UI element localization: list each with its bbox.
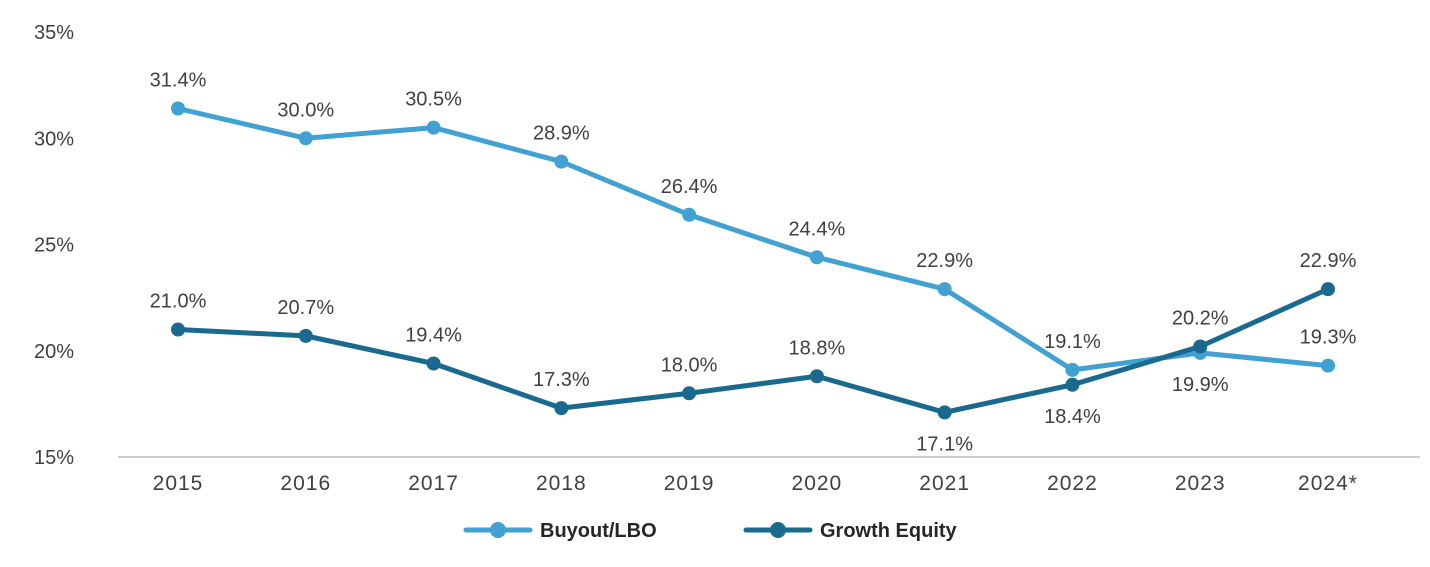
data-point — [937, 405, 952, 420]
data-label: 19.9% — [1172, 374, 1229, 396]
x-tick-label: 2020 — [792, 472, 843, 495]
series-buyout-lbo: 31.4% 30.0% 30.5% 28.9% 26.4% 24.4% 22.9% 19.1%… — [150, 70, 1357, 396]
y-tick-label: 30% — [34, 128, 74, 150]
data-point — [426, 356, 441, 371]
data-label: 30.0% — [277, 99, 334, 121]
x-tick-label: 2023 — [1175, 472, 1226, 495]
x-tick-label: 2024* — [1298, 472, 1358, 495]
data-point — [809, 250, 824, 265]
legend-item: Growth Equity — [743, 520, 958, 542]
data-point — [171, 101, 185, 116]
data-label: 19.3% — [1300, 327, 1357, 349]
series-line — [175, 286, 1331, 415]
data-point — [1321, 358, 1335, 373]
data-point — [1321, 282, 1335, 297]
data-point — [171, 322, 185, 337]
legend-item: Buyout/LBO — [463, 520, 657, 542]
data-label: 24.4% — [789, 218, 846, 240]
legend-swatch-marker — [490, 522, 506, 538]
data-point — [554, 401, 569, 416]
x-tick-label: 2015 — [153, 472, 204, 495]
data-point — [937, 282, 952, 297]
data-point — [554, 154, 569, 169]
data-point — [682, 207, 697, 222]
x-tick-label: 2021 — [919, 472, 970, 495]
y-axis: 15% 20% 25% 30% 35% — [34, 22, 74, 469]
data-label: 17.1% — [916, 433, 973, 455]
data-point — [1065, 362, 1080, 377]
data-label: 18.4% — [1044, 406, 1101, 428]
y-tick-label: 25% — [34, 235, 74, 257]
y-tick-label: 35% — [34, 22, 74, 44]
data-label: 17.3% — [533, 369, 590, 391]
data-label: 28.9% — [533, 123, 590, 145]
data-label: 20.7% — [277, 297, 334, 319]
data-label: 19.4% — [405, 325, 462, 347]
data-label: 22.9% — [1300, 250, 1357, 272]
series-layer: 31.4% 30.0% 30.5% 28.9% 26.4% 24.4% 22.9% 19.1%… — [150, 70, 1357, 456]
x-tick-label: 2016 — [280, 472, 331, 495]
data-label: 22.9% — [916, 250, 973, 272]
data-point — [682, 386, 697, 401]
legend: Buyout/LBO Growth Equity — [463, 520, 958, 542]
data-point — [298, 328, 313, 343]
series-growth-equity: 21.0% 20.7% 19.4% 17.3% 18.0% 18.8% 17.1% 18.4%… — [150, 250, 1357, 455]
data-point — [426, 120, 441, 135]
y-tick-label: 15% — [34, 447, 74, 469]
data-label: 18.8% — [789, 337, 846, 359]
x-tick-label: 2022 — [1047, 472, 1098, 495]
data-label: 19.1% — [1044, 331, 1101, 353]
series-line — [175, 106, 1331, 373]
x-tick-label: 2017 — [408, 472, 459, 495]
y-tick-label: 20% — [34, 341, 74, 363]
x-axis: 2015 2016 2017 2018 2019 2020 2021 2022 2023 2024… — [118, 456, 1420, 495]
data-point — [809, 369, 824, 384]
x-tick-label: 2019 — [664, 472, 715, 495]
data-label: 31.4% — [150, 70, 207, 92]
legend-label: Buyout/LBO — [540, 520, 657, 542]
data-label: 21.0% — [150, 291, 207, 313]
data-label: 30.5% — [405, 89, 462, 111]
x-tick-label: 2018 — [536, 472, 587, 495]
data-point — [298, 131, 313, 146]
legend-label: Growth Equity — [820, 520, 958, 542]
data-point — [1065, 377, 1080, 392]
data-label: 20.2% — [1172, 308, 1229, 330]
data-point — [1193, 339, 1208, 354]
data-label: 18.0% — [661, 354, 718, 376]
data-label: 26.4% — [661, 176, 718, 198]
legend-swatch-marker — [770, 522, 786, 538]
